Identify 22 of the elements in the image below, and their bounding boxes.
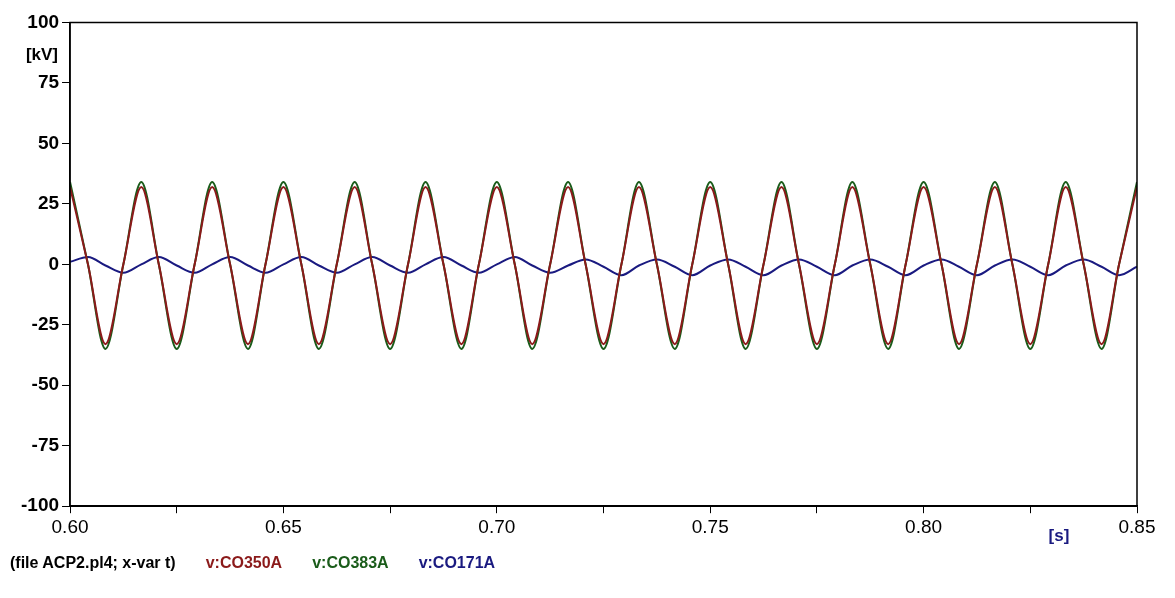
text: (file ACP2.pl4; x-var t) — [10, 554, 176, 572]
y-axis-title: [kV] — [25, 45, 59, 65]
y-tick-label: -50 — [31, 373, 60, 395]
y-tick-label: -100 — [21, 494, 60, 516]
y-tick-label: -25 — [31, 313, 60, 335]
y-tick-label: 50 — [37, 131, 60, 153]
line-series — [70, 256, 1137, 277]
y-tick-label: -75 — [31, 433, 60, 455]
x-tick-label: 0.85 — [1118, 515, 1156, 537]
y-tick-label: 100 — [27, 10, 60, 32]
y-tick-label: 25 — [37, 192, 60, 214]
y-tick-label: 0 — [48, 252, 60, 274]
x-tick-label: 0.70 — [478, 515, 516, 537]
y-tick-label: 75 — [37, 71, 60, 93]
text: v:CO171A — [418, 554, 496, 572]
text: v:CO350A — [205, 554, 283, 572]
x-tick-label: 0.65 — [264, 515, 302, 537]
x-tick-label: 0.60 — [51, 515, 89, 537]
x-tick-label: 0.80 — [905, 515, 943, 537]
text: v:CO383A — [312, 554, 389, 572]
x-tick-label: 0.75 — [691, 515, 729, 537]
x-axis-title: [s] — [1048, 526, 1070, 546]
